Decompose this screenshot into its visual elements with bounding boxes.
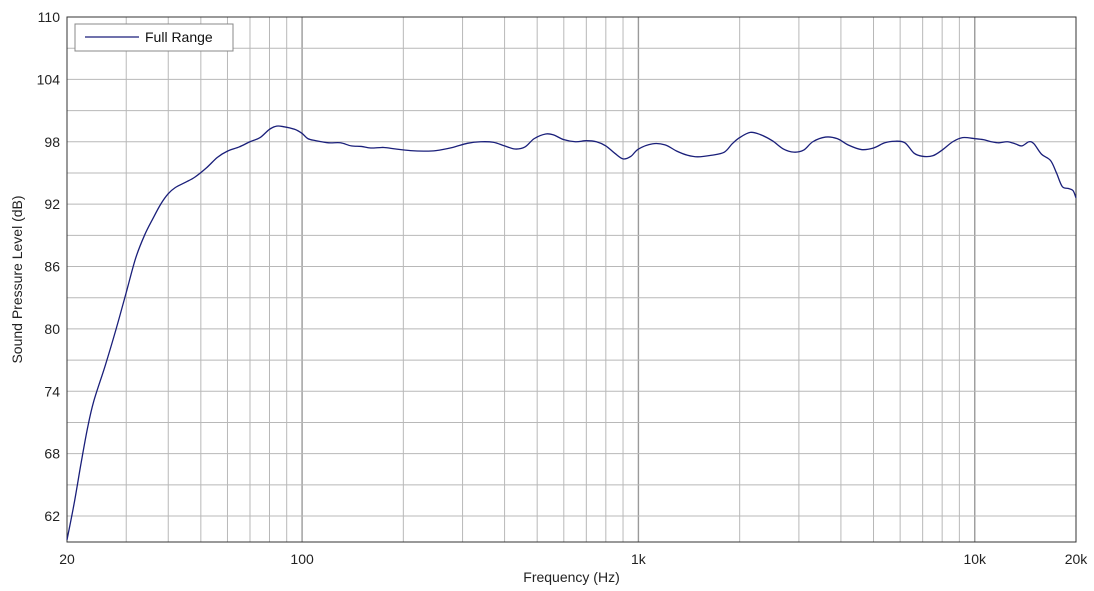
x-tick-labels: 20 100 1k 10k 20k — [59, 551, 1088, 567]
y-tick-label: 74 — [44, 383, 60, 399]
x-tick-label: 20k — [1065, 551, 1089, 567]
grid — [66, 16, 1077, 542]
x-tick-label: 1k — [631, 551, 647, 567]
legend: Full Range — [74, 23, 234, 52]
x-axis-title: Frequency (Hz) — [523, 569, 619, 585]
x-tick-label: 20 — [59, 551, 75, 567]
y-tick-label: 62 — [44, 508, 60, 524]
legend-label-full-range: Full Range — [145, 29, 213, 45]
series-layer — [66, 125, 1077, 541]
y-tick-label: 104 — [37, 71, 61, 87]
plot-area-frame — [66, 16, 1077, 543]
y-tick-label: 86 — [44, 259, 60, 275]
y-tick-label: 98 — [44, 134, 60, 150]
x-tick-label: 10k — [963, 551, 987, 567]
x-tick-label: 100 — [290, 551, 314, 567]
series-line-full-range — [66, 125, 1077, 541]
y-tick-label: 68 — [44, 446, 60, 462]
y-axis-title: Sound Pressure Level (dB) — [9, 195, 25, 363]
y-tick-label: 110 — [38, 9, 61, 25]
y-tick-labels: 62 68 74 80 86 92 98 104 110 — [37, 9, 61, 524]
y-tick-label: 80 — [44, 321, 60, 337]
y-tick-label: 92 — [44, 196, 60, 212]
